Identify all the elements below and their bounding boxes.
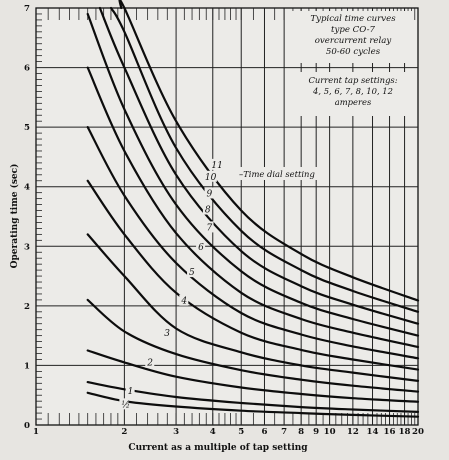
x-tick-label: 7 [281, 427, 287, 437]
time-dial-curve [86, 179, 420, 371]
title-box: Typical time curves type CO-7 overcurren… [292, 11, 414, 63]
y-tick-label: 6 [24, 64, 30, 74]
y-tick-label: 5 [24, 123, 30, 133]
x-tick-label: 1 [33, 427, 39, 437]
dial-setting-label: 8 [205, 206, 211, 216]
dial-label-background [187, 266, 197, 278]
x-tick-label: 5 [238, 427, 244, 437]
dial-setting-label: 6 [198, 243, 204, 253]
x-tick-label: 12 [347, 427, 359, 437]
dial-setting-label: 7 [207, 223, 213, 233]
settings-box: Current tap settings: 4, 5, 6, 7, 8, 10,… [294, 72, 414, 116]
x-axis-label: Current as a multiple of tap setting [128, 443, 308, 453]
x-tick-label: 18 [399, 427, 411, 437]
settings-line-3: amperes [335, 97, 372, 107]
title-line-2: type CO-7 [331, 25, 375, 35]
dial-setting-label: 11 [211, 161, 222, 171]
dial-setting-label: 2 [146, 359, 153, 369]
title-box-background [292, 11, 414, 63]
x-tick-label: 9 [313, 427, 319, 437]
y-tick-label: 4 [24, 183, 30, 193]
dial-label-background [202, 203, 212, 215]
dial-setting-label: 10 [205, 173, 217, 183]
dial-setting-label: 5 [189, 268, 195, 278]
y-tick-label: 1 [24, 361, 30, 371]
x-tick-label: 20 [412, 427, 424, 437]
settings-line-1: Current tap settings: [308, 75, 397, 85]
y-tick-label: 7 [24, 4, 30, 14]
dial-label-background [125, 385, 135, 397]
time-dial-curve [86, 381, 420, 413]
y-tick-label: 0 [24, 421, 30, 431]
dial-callout-text: –Time dial setting [239, 169, 315, 179]
dial-label-background [196, 241, 206, 253]
dial-setting-label: 4 [180, 297, 187, 307]
dial-setting-label: 3 [164, 329, 170, 339]
dial-callout: –Time dial setting [237, 167, 317, 180]
time-dial-curve [86, 12, 420, 337]
x-tick-label: 6 [261, 427, 267, 437]
dial-label-background [202, 170, 217, 182]
time-dial-curve [86, 298, 420, 393]
time-dial-curve [86, 66, 420, 349]
time-dial-curve [118, 0, 420, 302]
time-dial-curve [109, 6, 420, 313]
label-layer: ½ 1 2 3 4 5 67 8 9 10 11 [119, 158, 224, 410]
dial-label-background [209, 158, 224, 170]
dial-callout-background [237, 167, 317, 180]
dial-label-background [179, 294, 189, 306]
time-dial-curve [86, 233, 420, 382]
dial-label-background [145, 356, 155, 368]
time-dial-curve [98, 6, 420, 325]
x-tick-label: 4 [210, 427, 216, 437]
x-tick-label: 10 [324, 427, 336, 437]
y-tick-label: 2 [24, 302, 30, 312]
dial-callout-label: Time dial setting [243, 169, 315, 179]
title-line-1: Typical time curves [310, 14, 396, 24]
dial-label-background [204, 221, 214, 233]
dial-label-background [204, 187, 214, 199]
settings-box-background [294, 72, 414, 116]
x-tick-label: 8 [298, 427, 304, 437]
dial-setting-label: 9 [207, 189, 213, 199]
dial-label-background [119, 398, 129, 410]
dial-setting-label: 1 [128, 387, 134, 397]
y-axis-label: Operating time (sec) [9, 164, 20, 269]
x-tick-label: 3 [173, 427, 179, 437]
title-line-4: 50-60 cycles [326, 47, 381, 57]
x-tick-label: 2 [121, 427, 127, 437]
settings-line-2: 4, 5, 6, 7, 8, 10, 12 [312, 86, 393, 96]
x-tick-label: 16 [384, 427, 396, 437]
title-line-3: overcurrent relay [315, 36, 392, 46]
dial-label-background [162, 326, 172, 338]
time-dial-curve [86, 126, 420, 360]
curve-layer [86, 0, 420, 418]
time-dial-curve [86, 349, 420, 403]
x-tick-label: 14 [367, 427, 379, 437]
y-tick-label: 3 [24, 242, 30, 252]
dial-setting-label: ½ [121, 399, 130, 410]
